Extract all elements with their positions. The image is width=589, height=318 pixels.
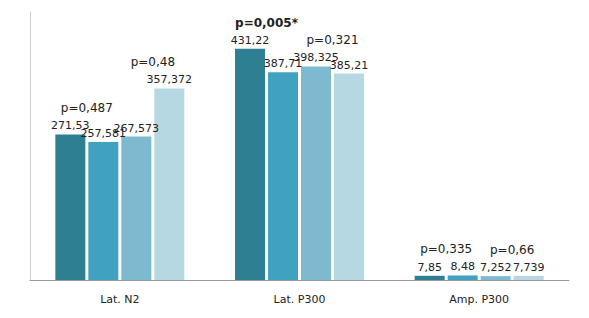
svg-text:357,372: 357,372 — [147, 73, 193, 86]
svg-text:398,325: 398,325 — [293, 51, 339, 65]
svg-text:p=0,48: p=0,48 — [131, 55, 175, 69]
svg-text:387,71: 387,71 — [263, 57, 303, 71]
svg-text:p=0,487: p=0,487 — [61, 101, 113, 115]
svg-text:257,581: 257,581 — [80, 126, 127, 140]
svg-text:p=0,005*: p=0,005* — [235, 16, 299, 30]
svg-text:7,85: 7,85 — [417, 261, 442, 274]
svg-text:p=0,66: p=0,66 — [490, 243, 534, 257]
svg-text:p=0,335: p=0,335 — [420, 242, 472, 256]
svg-text:8,48: 8,48 — [450, 260, 475, 273]
svg-text:Amp. P300: Amp. P300 — [449, 293, 509, 306]
svg-text:p=0,321: p=0,321 — [306, 33, 358, 47]
svg-text:385,21: 385,21 — [330, 59, 369, 72]
svg-text:7,252: 7,252 — [480, 261, 512, 274]
svg-text:Lat. P300: Lat. P300 — [274, 293, 326, 306]
svg-text:271,53: 271,53 — [51, 119, 90, 133]
svg-text:267,573: 267,573 — [114, 122, 160, 135]
svg-text:Lat. N2: Lat. N2 — [100, 293, 139, 306]
svg-text:7,739: 7,739 — [513, 261, 545, 274]
svg-text:431,22: 431,22 — [231, 34, 270, 47]
